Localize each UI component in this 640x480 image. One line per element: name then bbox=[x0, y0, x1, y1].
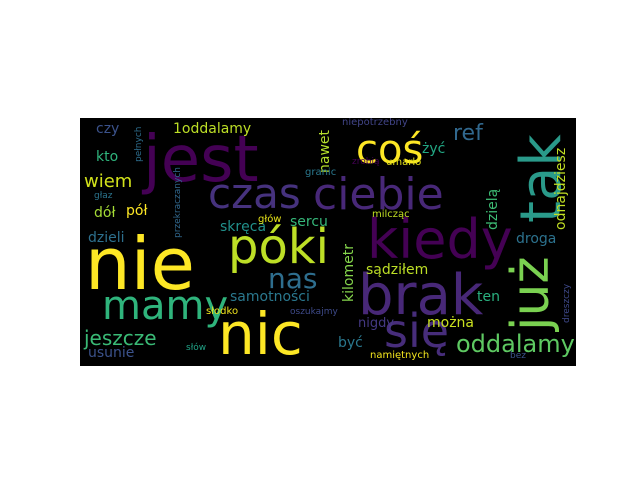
word-bez: bez bbox=[510, 351, 526, 361]
word-pol: pół bbox=[126, 203, 148, 219]
word-czy: czy bbox=[96, 121, 120, 137]
word-sie: się bbox=[384, 304, 450, 358]
word-ciebie: ciebie bbox=[313, 169, 444, 220]
word-slodko: słodko bbox=[206, 306, 239, 317]
word-ref: ref bbox=[453, 121, 483, 146]
word-milczac: milcząc bbox=[372, 209, 410, 220]
word-juz: już bbox=[501, 256, 561, 331]
word-cos: coś bbox=[356, 127, 424, 173]
word-brak: brak bbox=[358, 263, 484, 328]
word-nigdy: nigdy bbox=[358, 316, 395, 331]
word-umarlo: umarło bbox=[386, 157, 422, 168]
word-zyc: żyć bbox=[422, 141, 446, 157]
word-kto: kto bbox=[96, 149, 119, 165]
word-czas: czas bbox=[208, 169, 301, 218]
word-mamy: mamy bbox=[102, 283, 229, 329]
word-usunie: usunie bbox=[88, 345, 135, 361]
word-poki: póki bbox=[228, 219, 329, 275]
word-pelnych: pełnych bbox=[134, 126, 144, 163]
word-samotnosci: samotności bbox=[230, 289, 310, 305]
word-przekraczanych: przekraczanych bbox=[173, 167, 183, 238]
word-cloud: jest nie tak już coś czas ciebie kiedy b… bbox=[80, 118, 576, 366]
word-glow: głów bbox=[258, 214, 282, 225]
word-sadzilem: sądziłem bbox=[366, 262, 429, 278]
word-ten: ten bbox=[477, 289, 500, 305]
word-dziela: dzielą bbox=[485, 188, 501, 230]
word-skreca: skręca bbox=[220, 219, 267, 235]
word-1oddalamy: 1oddalamy bbox=[173, 121, 252, 137]
word-glaz: głaz bbox=[94, 191, 113, 201]
word-odnajdziesz: odnajdziesz bbox=[553, 147, 569, 230]
word-dzieli: dzieli bbox=[88, 230, 125, 246]
word-kilometr: kilometr bbox=[341, 244, 357, 302]
word-byc: być bbox=[338, 335, 363, 351]
word-sercu: sercu bbox=[290, 214, 328, 230]
word-nas: nas bbox=[268, 262, 318, 295]
word-zrobia: zrobią bbox=[352, 157, 380, 167]
word-slow: słów bbox=[186, 343, 207, 353]
word-jest: jest bbox=[143, 123, 259, 197]
word-kiedy: kiedy bbox=[367, 208, 513, 271]
word-nic: nic bbox=[218, 300, 303, 366]
word-oszukajmy: oszukajmy bbox=[290, 307, 338, 317]
word-droga: droga bbox=[516, 231, 557, 247]
word-mozna: można bbox=[427, 315, 475, 331]
word-wiem: wiem bbox=[84, 171, 133, 192]
word-granic: granic bbox=[305, 167, 337, 178]
word-jeszcze: jeszcze bbox=[84, 326, 157, 350]
word-namietnych: namiętnych bbox=[370, 350, 430, 361]
word-dreszczy: dreszczy bbox=[562, 283, 572, 323]
word-oddalamy: oddalamy bbox=[456, 330, 575, 358]
word-dol: dół bbox=[94, 205, 116, 221]
word-nie: nie bbox=[85, 222, 195, 306]
word-niepotrzebny: niepotrzebny bbox=[342, 118, 408, 128]
